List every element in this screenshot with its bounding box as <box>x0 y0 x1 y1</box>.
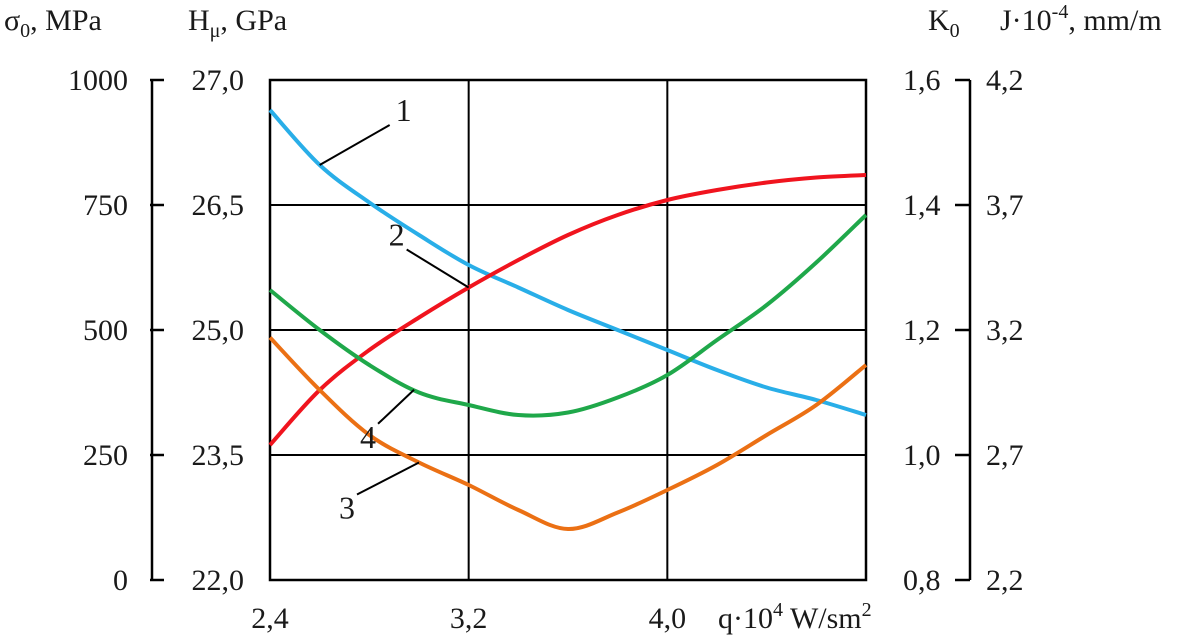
x-axis-title: q·104 W/sm2 <box>718 599 872 635</box>
k0-axis-title: K0 <box>928 4 960 42</box>
sigma-tick-label: 0 <box>113 564 128 597</box>
k0-tick-label: 1,0 <box>903 439 941 472</box>
axes <box>150 78 972 582</box>
annotation-label-1: 1 <box>396 92 412 128</box>
series-line-4 <box>268 213 868 418</box>
annotation-label-4: 4 <box>360 419 376 455</box>
x-tick-label: 4,0 <box>649 602 687 635</box>
series-line-3 <box>268 336 868 532</box>
tick-labels: 1000 750 500 250 0 27,0 26,5 25,0 23,5 22,0 1,6 1,4… <box>68 64 1024 635</box>
sigma-tick-label: 250 <box>83 439 128 472</box>
k0-tick-label: 0,8 <box>903 564 941 597</box>
annotations: 1 2 34 <box>319 92 470 526</box>
k0-tick-label: 1,2 <box>903 314 941 347</box>
hardness-tick-label: 23,5 <box>192 439 245 472</box>
sigma-tick-label: 1000 <box>68 64 128 97</box>
series-line-1 <box>268 108 867 417</box>
x-tick-label: 2,4 <box>251 602 289 635</box>
wear-tick-label: 3,2 <box>986 314 1024 347</box>
wear-tick-label: 2,2 <box>986 564 1024 597</box>
annotation-leader-3 <box>356 461 420 496</box>
x-tick-label: 3,2 <box>450 602 488 635</box>
sigma-tick-label: 500 <box>83 314 128 347</box>
series-line-2 <box>268 173 867 447</box>
annotation-leader-1 <box>319 124 391 166</box>
annotation-label-3: 3 <box>339 490 355 526</box>
wear-axis-title: J·10-4, mm/m <box>1000 1 1162 37</box>
hardness-tick-label: 26,5 <box>192 189 245 222</box>
annotation-leader-2 <box>406 248 470 289</box>
k0-tick-label: 1,6 <box>903 64 941 97</box>
hardness-tick-label: 25,0 <box>192 314 245 347</box>
grid <box>268 78 868 582</box>
hardness-axis-title: Hμ, GPa <box>188 4 287 42</box>
k0-tick-label: 1,4 <box>903 189 941 222</box>
sigma-tick-label: 750 <box>83 189 128 222</box>
wear-tick-label: 4,2 <box>986 64 1024 97</box>
wear-tick-label: 2,7 <box>986 439 1024 472</box>
annotation-leader-4 <box>377 389 415 425</box>
annotation-label-2: 2 <box>389 217 405 253</box>
hardness-tick-label: 22,0 <box>192 564 245 597</box>
sigma-axis-title: σ0, MPa <box>4 4 102 42</box>
wear-tick-label: 3,7 <box>986 189 1024 222</box>
hardness-tick-label: 27,0 <box>192 64 245 97</box>
series-group <box>268 108 868 532</box>
